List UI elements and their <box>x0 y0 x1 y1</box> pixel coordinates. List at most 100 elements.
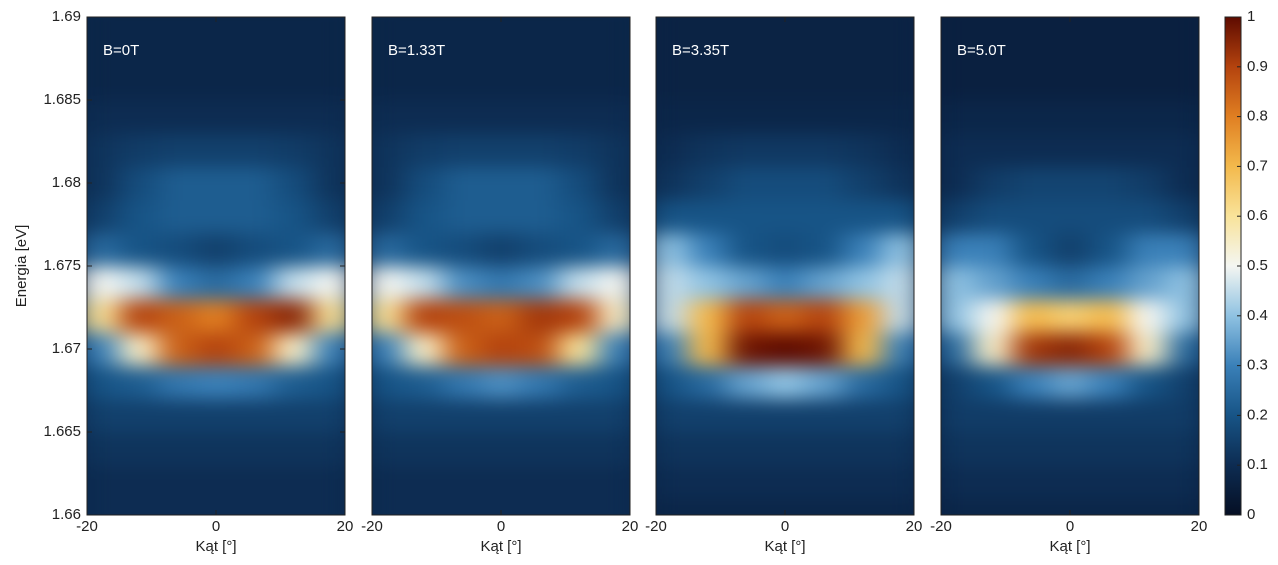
heatmap-cell <box>597 166 630 201</box>
heatmap-cell <box>196 465 236 499</box>
heatmap-cell <box>87 66 120 101</box>
heatmap-cell <box>274 232 314 267</box>
heatmap-cell <box>274 199 314 234</box>
heatmap-cell <box>312 498 345 515</box>
heatmap-cell <box>973 365 1013 400</box>
heatmap-cell <box>843 199 883 234</box>
heatmap-cell <box>1128 398 1168 433</box>
heatmap-cell <box>941 398 974 433</box>
heatmap-cell <box>726 33 767 68</box>
heatmap-cell <box>442 299 483 333</box>
heatmap-cell <box>1128 33 1168 68</box>
heatmap-cell <box>87 166 120 201</box>
heatmap-cell <box>804 166 844 201</box>
heatmap-cell <box>1166 17 1199 35</box>
heatmap-cell <box>235 166 275 201</box>
heatmap-cell <box>656 498 689 515</box>
heatmap-cell <box>442 398 483 433</box>
heatmap-cell <box>973 100 1013 134</box>
heatmap-cell <box>372 465 405 499</box>
heatmap-cell <box>804 133 844 167</box>
heatmap-cell <box>941 133 974 167</box>
heatmap-cell <box>372 66 405 101</box>
heatmap-cell <box>404 199 444 234</box>
heatmap-cell <box>843 465 883 499</box>
heatmap-cell <box>372 299 405 333</box>
heatmap-cell <box>973 66 1013 101</box>
heatmap-cell <box>1166 66 1199 101</box>
heatmap-cell <box>1011 299 1052 333</box>
heatmap-cell <box>688 299 728 333</box>
heatmap-cell <box>312 33 345 68</box>
heatmap-cell <box>196 432 236 466</box>
heatmap-cell <box>196 133 236 167</box>
heatmap-cell <box>312 365 345 400</box>
heatmap-cell <box>765 432 805 466</box>
heatmap-cell <box>597 498 630 515</box>
heatmap-cell <box>119 332 159 367</box>
heatmap-cell <box>559 465 599 499</box>
heatmap-cell <box>442 66 483 101</box>
heatmap-cell <box>1050 498 1090 515</box>
heatmap-cell <box>559 432 599 466</box>
heatmap-cell <box>481 232 521 267</box>
heatmap-cell <box>442 199 483 234</box>
heatmap-cell <box>481 33 521 68</box>
heatmap-cell <box>87 232 120 267</box>
heatmap-cell <box>404 232 444 267</box>
heatmap-cell <box>843 299 883 333</box>
heatmap-cell <box>274 365 314 400</box>
heatmap-cell <box>559 398 599 433</box>
heatmap-cell <box>656 133 689 167</box>
y-tick-label: 1.675 <box>43 257 81 274</box>
heatmap-cell <box>1166 465 1199 499</box>
heatmap-cell <box>157 266 198 300</box>
heatmap-cell <box>804 332 844 367</box>
colorbar-tick-label: 0.4 <box>1247 307 1268 324</box>
heatmap-cell <box>726 100 767 134</box>
heatmap-cell <box>1011 166 1052 201</box>
heatmap-cell <box>404 432 444 466</box>
heatmap-cell <box>843 498 883 515</box>
heatmap-cell <box>157 166 198 201</box>
heatmap-cell <box>404 498 444 515</box>
heatmap-cell <box>372 432 405 466</box>
heatmap-cell <box>274 66 314 101</box>
heatmap-cell <box>941 299 974 333</box>
heatmap-cell <box>1050 100 1090 134</box>
heatmap-cell <box>157 299 198 333</box>
heatmap-cells <box>656 17 914 515</box>
heatmap-cell <box>235 100 275 134</box>
heatmap-cell <box>597 66 630 101</box>
heatmap-cell <box>656 266 689 300</box>
heatmap-cell <box>688 199 728 234</box>
heatmap-cell <box>843 166 883 201</box>
heatmap-cell <box>688 398 728 433</box>
heatmap-cell <box>973 166 1013 201</box>
heatmap-cell <box>1011 33 1052 68</box>
heatmap-cell <box>119 365 159 400</box>
heatmap-cell <box>765 498 805 515</box>
heatmap-cell <box>881 199 914 234</box>
heatmap-cell <box>973 232 1013 267</box>
colorbar-tick-label: 0.7 <box>1247 157 1268 174</box>
heatmap-cell <box>87 33 120 68</box>
heatmap-cell <box>688 66 728 101</box>
heatmap-cell <box>765 332 805 367</box>
heatmap-cell <box>1050 365 1090 400</box>
heatmap-cell <box>1089 398 1129 433</box>
heatmap-cell <box>404 266 444 300</box>
heatmap-cell <box>404 299 444 333</box>
heatmap-cell <box>1011 498 1052 515</box>
heatmap-cell <box>520 398 560 433</box>
heatmap-cell <box>726 398 767 433</box>
heatmap-cell <box>1011 465 1052 499</box>
heatmap-cell <box>87 332 120 367</box>
heatmap-cell <box>881 166 914 201</box>
heatmap-cell <box>87 17 120 35</box>
heatmap-cell <box>1166 498 1199 515</box>
heatmap-cell <box>1128 365 1168 400</box>
x-tick-label: -20 <box>76 518 98 535</box>
heatmap-cell <box>119 398 159 433</box>
heatmap-cell <box>404 332 444 367</box>
